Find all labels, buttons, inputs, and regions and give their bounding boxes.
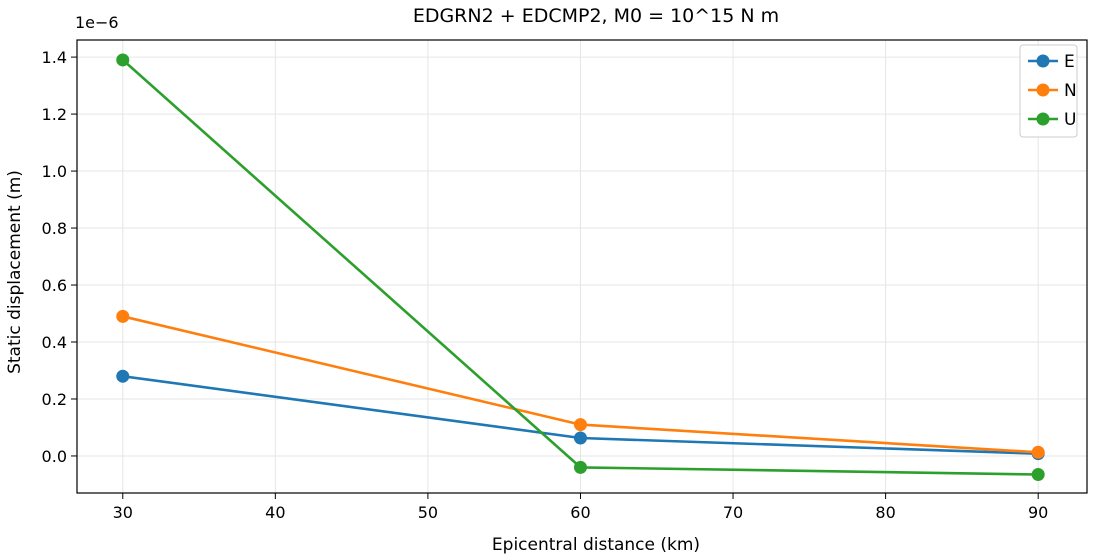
data-point-N bbox=[116, 309, 130, 323]
legend-label-N: N bbox=[1064, 81, 1077, 101]
x-tick-label: 90 bbox=[1028, 503, 1048, 522]
data-point-N bbox=[1031, 445, 1045, 459]
x-tick-label: 30 bbox=[113, 503, 133, 522]
x-tick-label: 80 bbox=[875, 503, 895, 522]
grid bbox=[77, 40, 1087, 493]
y-axis-offset-label: 1e−6 bbox=[75, 13, 119, 32]
data-point-E bbox=[573, 431, 587, 445]
data-point-U bbox=[573, 460, 587, 474]
legend-label-E: E bbox=[1064, 52, 1075, 72]
y-tick-label: 1.0 bbox=[42, 162, 67, 181]
y-axis-label: Static displacement (m) bbox=[5, 170, 25, 374]
x-tick-label: 50 bbox=[418, 503, 438, 522]
y-tick-label: 1.2 bbox=[42, 105, 67, 124]
legend-marker-U bbox=[1036, 112, 1050, 126]
data-point-N bbox=[573, 418, 587, 432]
y-tick-label: 0.6 bbox=[42, 276, 67, 295]
data-point-E bbox=[116, 369, 130, 383]
x-axis-label: Epicentral distance (km) bbox=[492, 535, 700, 555]
legend-marker-N bbox=[1036, 83, 1050, 97]
legend-label-U: U bbox=[1064, 110, 1076, 130]
data-point-U bbox=[116, 53, 130, 67]
x-tick-label: 70 bbox=[723, 503, 743, 522]
data-point-U bbox=[1031, 467, 1045, 481]
legend-marker-E bbox=[1036, 54, 1050, 68]
y-tick-label: 0.0 bbox=[42, 447, 67, 466]
y-tick-label: 0.2 bbox=[42, 390, 67, 409]
series-layer bbox=[116, 53, 1045, 481]
x-axis: 30 40 50 60 70 80 90 bbox=[113, 493, 1048, 522]
x-tick-label: 60 bbox=[570, 503, 590, 522]
chart-title: EDGRN2 + EDCMP2, M0 = 10^15 N m bbox=[413, 5, 779, 27]
x-tick-label: 40 bbox=[265, 503, 285, 522]
y-tick-label: 0.4 bbox=[42, 333, 67, 352]
y-tick-label: 1.4 bbox=[42, 48, 67, 67]
y-tick-label: 0.8 bbox=[42, 219, 67, 238]
legend: ENU bbox=[1019, 44, 1078, 138]
plot-area-frame bbox=[76, 39, 1088, 494]
y-axis: 0.0 0.2 0.4 0.6 0.8 1.0 1.2 1.4 bbox=[42, 48, 77, 466]
